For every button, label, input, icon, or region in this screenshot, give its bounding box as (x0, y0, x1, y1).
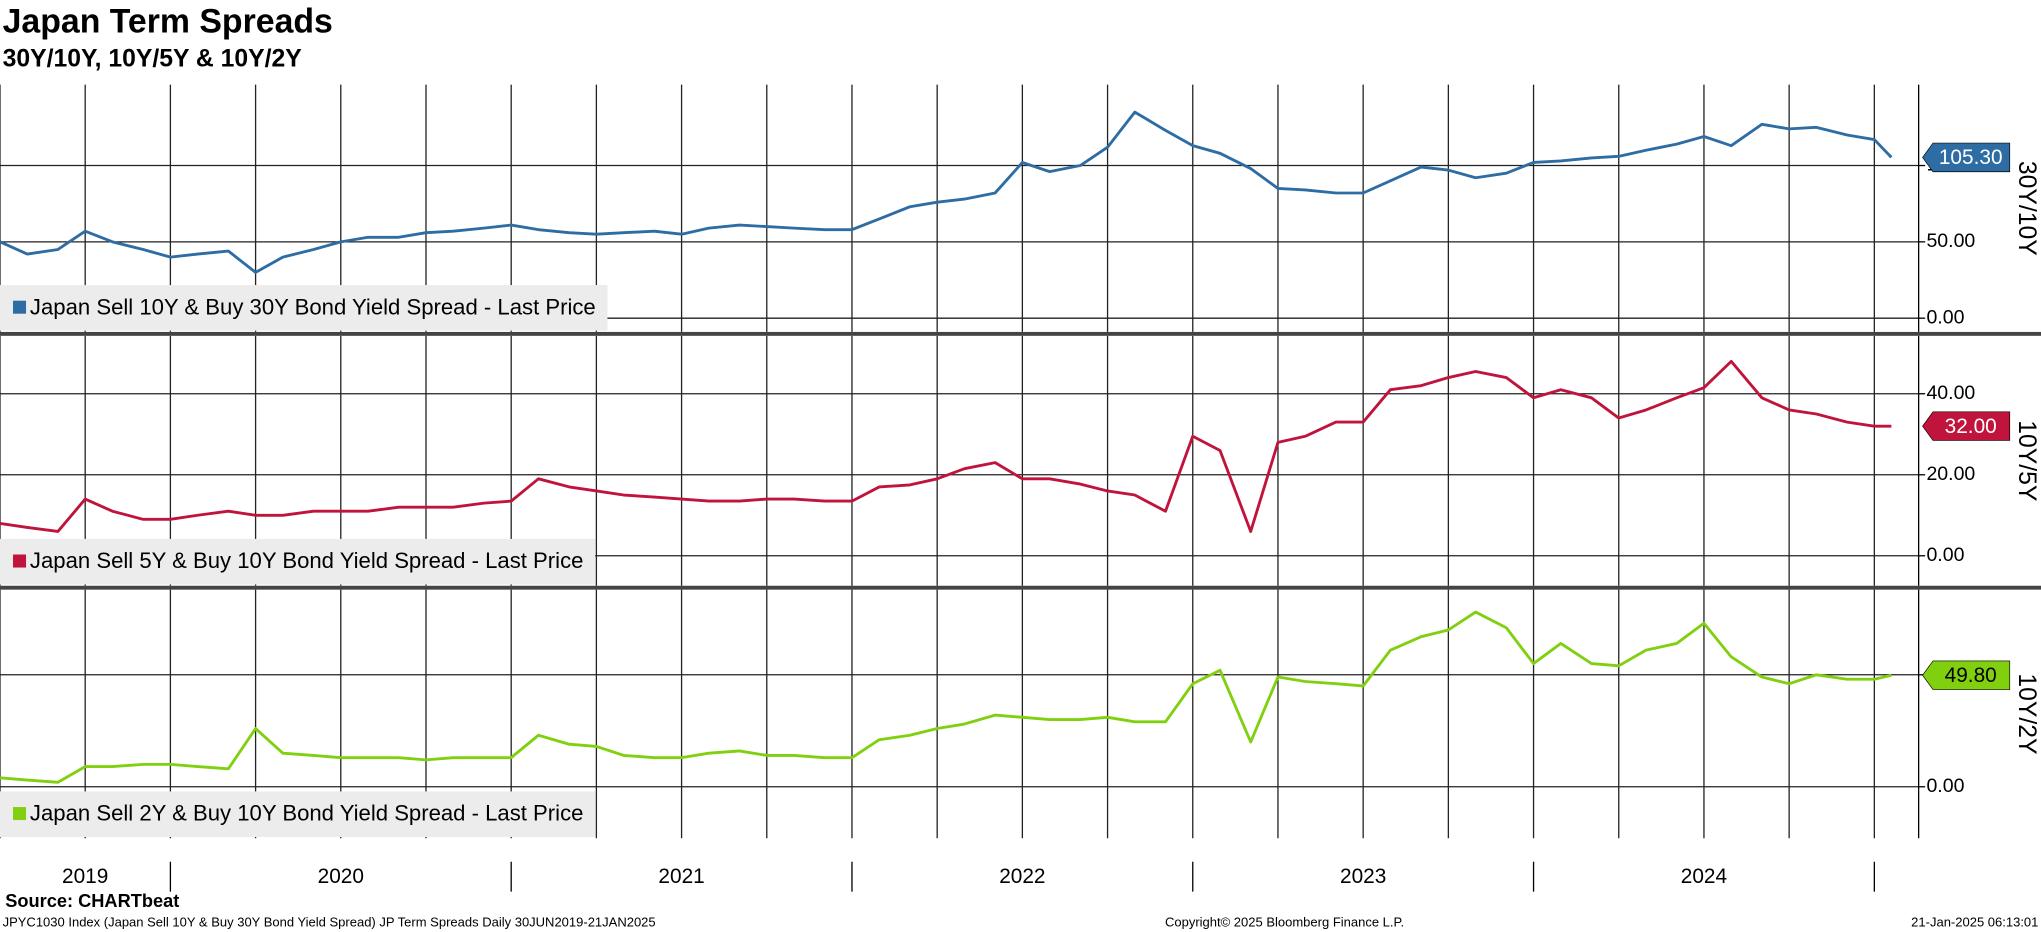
panel-separator (0, 585, 2041, 590)
y-tick-label: 0.00 (1926, 544, 1964, 566)
y-axis-label: 10Y/5Y (2013, 420, 2040, 501)
x-tick-label: 2020 (318, 865, 364, 888)
series-line (0, 110, 1893, 274)
legend-box (0, 791, 596, 837)
legend-label: Japan Sell 2Y & Buy 10Y Bond Yield Sprea… (30, 801, 584, 826)
title: Japan Term Spreads (3, 2, 333, 40)
legend-box (0, 538, 596, 585)
last-value-label: 32.00 (1945, 415, 1997, 438)
y-axis-label: 10Y/2Y (2013, 673, 2040, 754)
description: JPYC1030 Index (Japan Sell 10Y & Buy 30Y… (3, 914, 656, 929)
legend: Japan Sell 2Y & Buy 10Y Bond Yield Sprea… (0, 791, 596, 837)
legend-box (0, 285, 608, 331)
x-tick-label: 2022 (999, 865, 1045, 888)
legend-swatch (13, 807, 27, 821)
x-tick-label: 2021 (658, 865, 704, 888)
x-tick-label: 2023 (1340, 865, 1386, 888)
series-line (0, 359, 1892, 533)
last-value-label: 105.30 (1939, 146, 2003, 169)
last-value-tag (1922, 411, 2011, 441)
legend-swatch (13, 554, 27, 568)
y-tick-label: 50.00 (1926, 230, 1975, 252)
y-tick-label: 0.00 (1926, 306, 1964, 328)
last-value-label: 49.80 (1945, 664, 1997, 687)
legend: Japan Sell 5Y & Buy 10Y Bond Yield Sprea… (0, 538, 596, 585)
legend-label: Japan Sell 10Y & Buy 30Y Bond Yield Spre… (30, 294, 596, 319)
series-line (0, 610, 1892, 784)
legend-label: Japan Sell 5Y & Buy 10Y Bond Yield Sprea… (30, 548, 584, 573)
last-value-tag (1922, 660, 2011, 690)
copyright: Copyright© 2025 Bloomberg Finance L.P. (1165, 914, 1404, 929)
x-tick-label: 2019 (62, 865, 108, 888)
last-value-tag (1922, 142, 2011, 173)
subtitle: 30Y/10Y, 10Y/5Y & 10Y/2Y (3, 45, 303, 72)
source: Source: CHARTbeat (5, 891, 179, 911)
y-tick-label: 40.00 (1926, 382, 1975, 404)
x-tick-label: 2024 (1681, 865, 1727, 888)
legend: Japan Sell 10Y & Buy 30Y Bond Yield Spre… (0, 285, 608, 331)
y-axis-label: 30Y/10Y (2013, 161, 2040, 256)
legend-swatch (13, 300, 27, 314)
panel-separator (0, 331, 2041, 336)
y-tick-label: 0.00 (1926, 775, 1964, 797)
y-tick-label: 20.00 (1926, 463, 1975, 485)
timestamp: 21-Jan-2025 06:13:01 (1911, 914, 2038, 929)
